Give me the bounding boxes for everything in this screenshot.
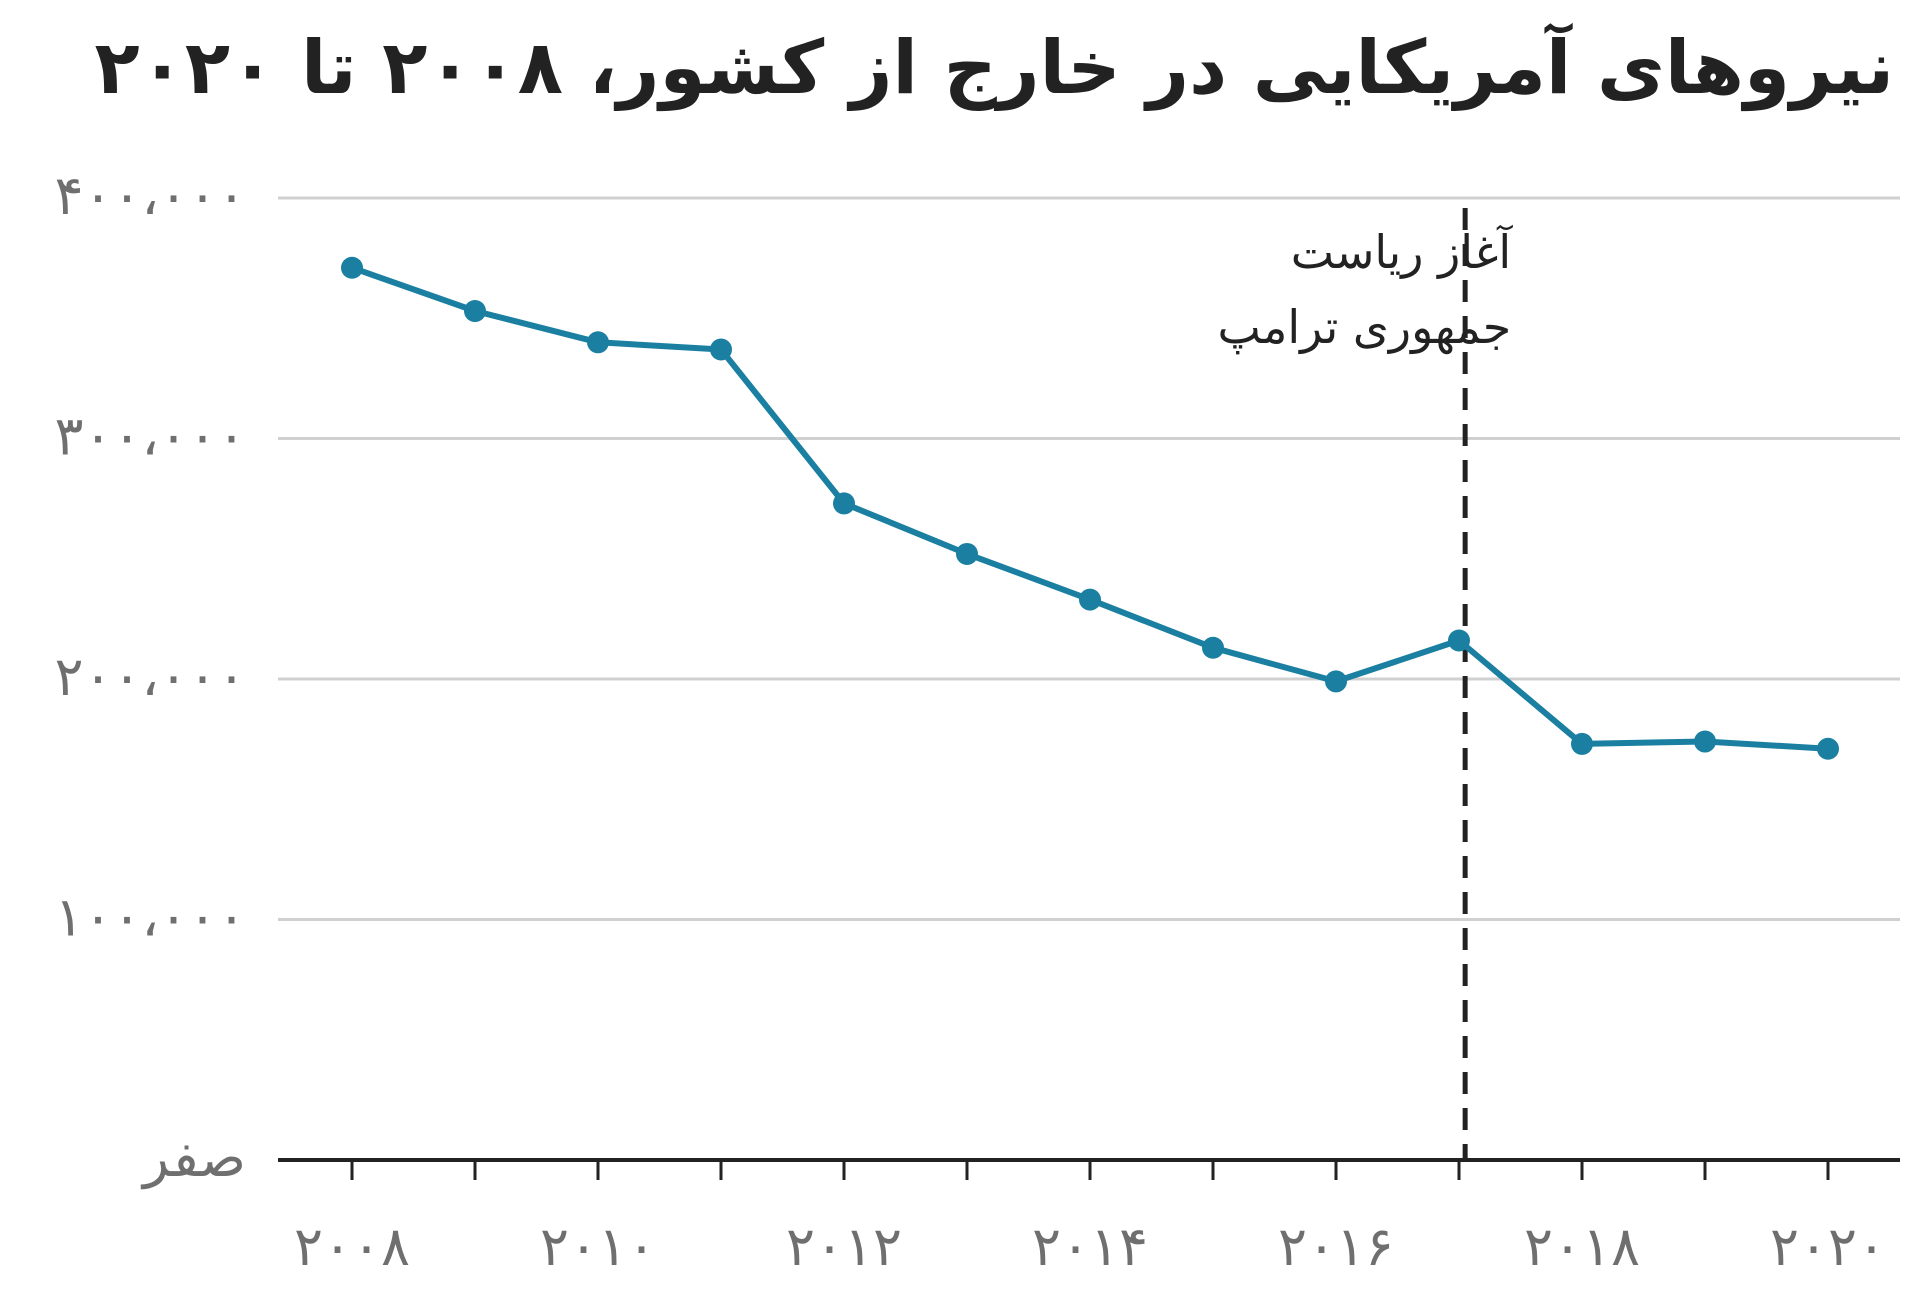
y-tick-label: ۱۰۰،۰۰۰: [55, 886, 246, 949]
x-tick-label: ۲۰۲۰: [1770, 1215, 1886, 1278]
series-line: [349, 264, 1831, 752]
chart-title: نیروهای آمریکایی در خارج از کشور، ۲۰۰۸ ت…: [94, 25, 1894, 111]
x-tick-label: ۲۰۰۸: [294, 1215, 410, 1278]
data-point: [1448, 629, 1470, 652]
data-point: [1079, 588, 1101, 611]
data-point: [341, 256, 363, 279]
x-tick-label: ۲۰۱۲: [786, 1215, 902, 1278]
y-tick-label: ۴۰۰،۰۰۰: [55, 164, 246, 227]
y-tick-label: صفر: [140, 1126, 246, 1189]
data-point: [1817, 737, 1839, 760]
data-point: [1571, 732, 1593, 755]
y-tick-label: ۲۰۰،۰۰۰: [55, 645, 246, 708]
annotation-text: آغاز ریاست: [1291, 225, 1514, 279]
data-point: [1202, 636, 1224, 659]
x-axis-ticks: ۲۰۰۸ ۲۰۱۰ ۲۰۱۲ ۲۰۱۴ ۲۰۱۶ ۲۰۱۸ ۲۰۲۰: [294, 1160, 1886, 1278]
data-point: [833, 492, 855, 515]
data-point: [587, 331, 609, 354]
x-tick-label: ۲۰۱۰: [540, 1215, 656, 1278]
gridlines: [278, 196, 1900, 1162]
annotation: آغاز ریاست جمهوری ترامپ: [1218, 208, 1514, 1160]
x-tick-label: ۲۰۱۸: [1524, 1215, 1640, 1278]
y-axis-ticks: صفر ۱۰۰،۰۰۰ ۲۰۰،۰۰۰ ۳۰۰،۰۰۰ ۴۰۰،۰۰۰: [55, 164, 246, 1189]
x-tick-label: ۲۰۱۴: [1032, 1215, 1148, 1278]
y-tick-label: ۳۰۰،۰۰۰: [55, 405, 246, 468]
data-point: [710, 338, 732, 361]
data-point: [1694, 730, 1716, 753]
x-tick-label: ۲۰۱۶: [1278, 1215, 1394, 1278]
data-point: [1325, 670, 1347, 693]
data-point: [464, 300, 486, 323]
data-point: [956, 542, 978, 565]
series: [341, 256, 1839, 760]
annotation-text: جمهوری ترامپ: [1218, 300, 1512, 355]
